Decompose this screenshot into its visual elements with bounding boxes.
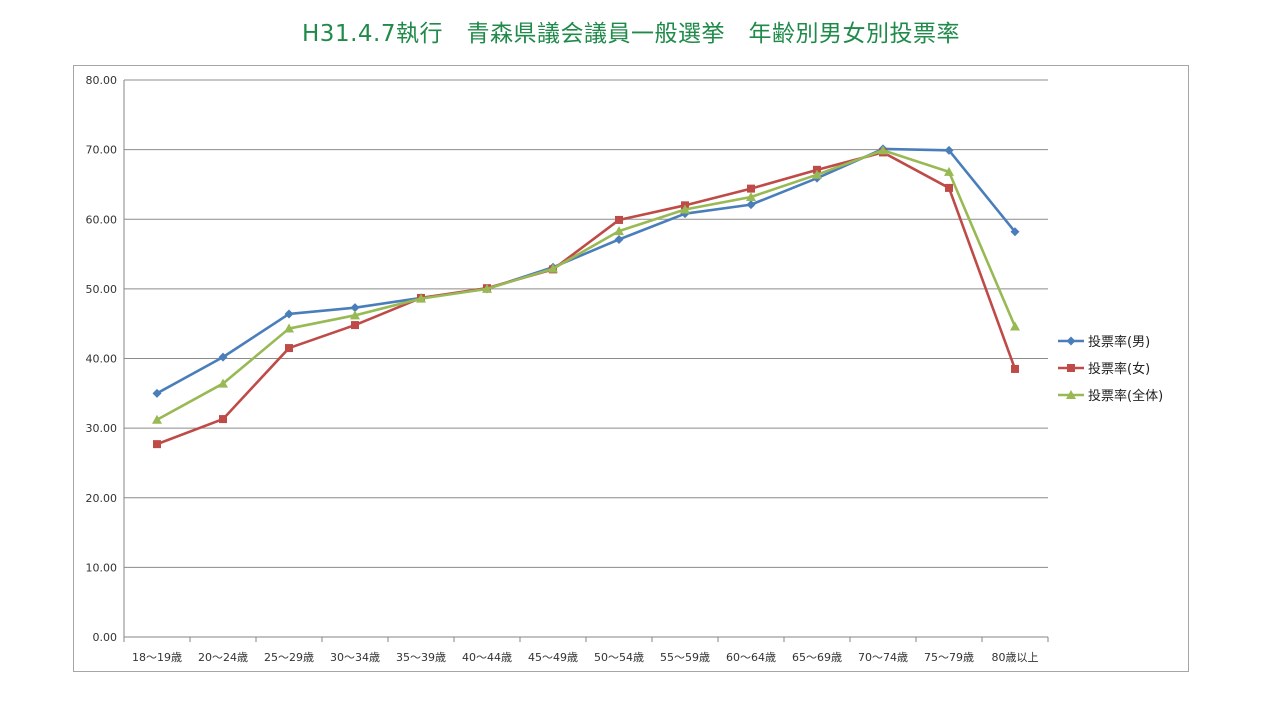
y-tick-label: 10.00 (86, 561, 118, 574)
y-tick-label: 40.00 (86, 353, 118, 366)
x-tick-label: 75～79歳 (924, 651, 974, 664)
x-tick-label: 45～49歳 (528, 651, 578, 664)
x-tick-label: 65～69歳 (792, 651, 842, 664)
data-point (878, 145, 888, 155)
y-tick-label: 80.00 (86, 74, 118, 87)
data-point (351, 321, 359, 330)
legend-marker (1066, 390, 1076, 399)
data-point (350, 310, 360, 320)
data-point (944, 145, 954, 155)
data-point (614, 226, 624, 236)
series-line-2 (156, 151, 1017, 446)
x-tick-label: 55～59歳 (660, 651, 710, 664)
data-point (153, 440, 161, 449)
chart-title: H31.4.7執行 青森県議会議員一般選挙 年齢別男女別投票率 (302, 21, 960, 47)
data-point (152, 414, 162, 424)
data-point (218, 352, 228, 362)
x-tick-label: 20～24歳 (198, 651, 248, 664)
y-tick-label: 0.00 (93, 631, 118, 644)
x-tick-label: 50～54歳 (594, 651, 644, 664)
data-point (548, 263, 558, 273)
data-point (416, 293, 426, 303)
data-point (284, 309, 294, 319)
data-point (218, 378, 228, 388)
series-line-1 (156, 147, 1017, 395)
data-point (219, 415, 227, 424)
x-tick-label: 35～39歳 (396, 651, 446, 664)
data-point (944, 166, 954, 176)
data-point (812, 169, 822, 179)
data-point (945, 183, 953, 192)
x-tick-label: 80歳以上 (992, 651, 1039, 664)
data-point (746, 200, 756, 210)
chart-frame (73, 65, 1189, 672)
y-tick-label: 30.00 (86, 422, 118, 435)
y-tick-label: 60.00 (86, 213, 118, 226)
data-point (1010, 227, 1020, 237)
data-point (1010, 321, 1020, 331)
legend-label: 投票率(女) (1088, 361, 1150, 377)
series-line-3 (156, 149, 1017, 421)
legend-marker (1066, 336, 1076, 346)
x-tick-label: 60～64歳 (726, 651, 776, 664)
data-point (614, 234, 624, 244)
y-tick-label: 70.00 (86, 144, 118, 157)
data-point (284, 323, 294, 333)
data-point (482, 283, 492, 293)
data-point (680, 204, 690, 214)
data-point (615, 215, 623, 224)
x-tick-label: 30～34歳 (330, 651, 380, 664)
data-point (1011, 364, 1019, 373)
legend-label: 投票率(全体) (1088, 388, 1163, 404)
data-point (152, 388, 162, 398)
data-point (285, 344, 293, 353)
y-tick-label: 50.00 (86, 283, 118, 296)
x-tick-label: 40～44歳 (462, 651, 512, 664)
data-point (747, 184, 755, 193)
x-tick-label: 25～29歳 (264, 651, 314, 664)
y-tick-label: 20.00 (86, 492, 118, 505)
data-point (350, 303, 360, 313)
x-tick-label: 70～74歳 (858, 651, 908, 664)
x-tick-label: 18～19歳 (132, 651, 182, 664)
data-point (746, 191, 756, 201)
legend-label: 投票率(男) (1088, 334, 1150, 350)
legend-marker (1067, 364, 1075, 372)
